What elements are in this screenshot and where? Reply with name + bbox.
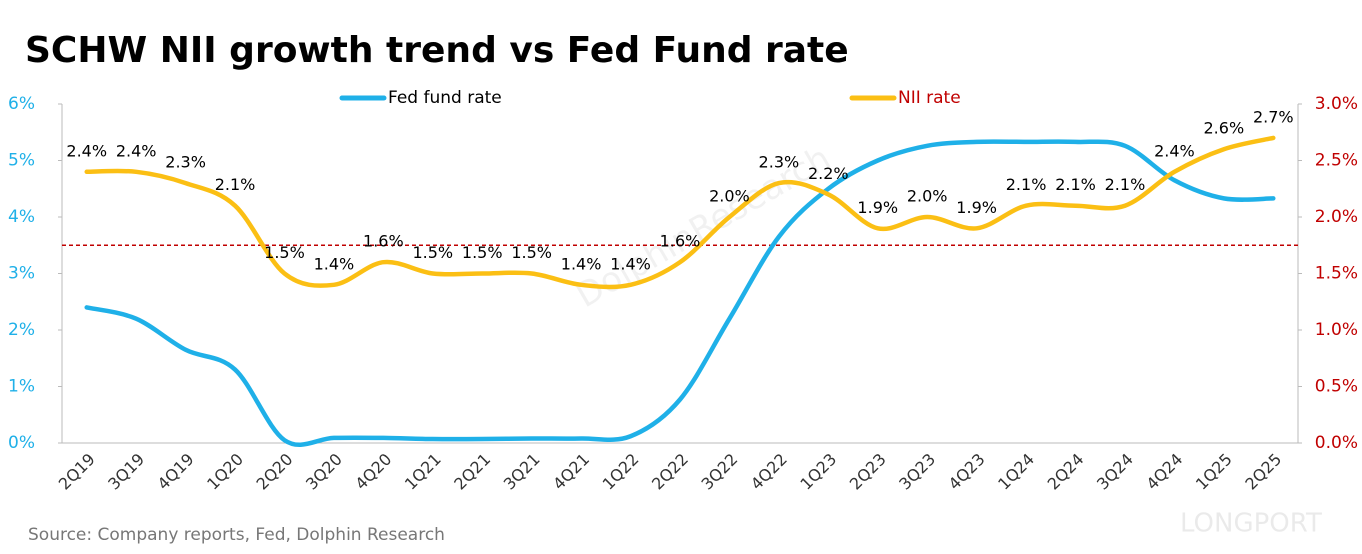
data-label: 1.9%	[857, 198, 898, 217]
data-label: 1.5%	[511, 243, 552, 262]
x-tick-label: 4Q19	[154, 450, 198, 494]
data-label: 2.4%	[66, 141, 107, 160]
y2-tick-label: 1.5%	[1315, 264, 1358, 284]
x-tick-label: 2Q20	[253, 450, 297, 494]
x-tick-label: 4Q23	[945, 450, 989, 494]
data-label: 2.6%	[1204, 119, 1245, 138]
data-label: 2.4%	[116, 141, 157, 160]
x-tick-label: 1Q22	[599, 450, 643, 494]
x-tick-label: 1Q20	[203, 450, 247, 494]
chart-title: SCHW NII growth trend vs Fed Fund rate	[25, 30, 849, 71]
data-label: 2.7%	[1253, 107, 1294, 126]
x-tick-label: 3Q23	[895, 450, 939, 494]
y2-tick-label: 3.0%	[1315, 94, 1358, 114]
data-label: 1.6%	[660, 232, 701, 251]
x-tick-label: 3Q22	[698, 450, 742, 494]
data-label: 1.4%	[610, 254, 651, 273]
data-label: 2.1%	[215, 175, 256, 194]
x-tick-label: 1Q21	[401, 450, 445, 494]
x-tick-label: 4Q22	[747, 450, 791, 494]
y-tick-label: 3%	[8, 264, 35, 284]
data-label: 1.4%	[314, 254, 355, 273]
legend-label: NII rate	[898, 88, 961, 108]
y2-tick-label: 1.0%	[1315, 320, 1358, 340]
y-tick-label: 0%	[8, 433, 35, 453]
series-line	[84, 135, 1276, 290]
data-label: 1.9%	[956, 198, 997, 217]
x-tick-label: 3Q20	[302, 450, 346, 494]
x-tick-label: 4Q21	[549, 450, 593, 494]
x-tick-label: 2Q21	[450, 450, 494, 494]
y-tick-label: 5%	[8, 151, 35, 171]
data-label: 2.1%	[1105, 175, 1146, 194]
y-tick-label: 2%	[8, 320, 35, 340]
y-tick-label: 6%	[8, 94, 35, 114]
x-tick-label: 4Q24	[1142, 450, 1186, 494]
data-label: 2.4%	[1154, 141, 1195, 160]
x-tick-label: 2Q24	[1044, 450, 1088, 494]
x-tick-label: 3Q24	[1093, 450, 1137, 494]
source-note: Source: Company reports, Fed, Dolphin Re…	[28, 525, 445, 545]
x-tick-label: 3Q21	[500, 450, 544, 494]
x-tick-label: 2Q19	[55, 450, 99, 494]
x-tick-label: 2Q23	[846, 450, 890, 494]
y2-tick-label: 0.0%	[1315, 433, 1358, 453]
y2-tick-label: 2.5%	[1315, 151, 1358, 171]
data-label: 2.1%	[1055, 175, 1096, 194]
data-label: 1.5%	[264, 243, 305, 262]
y-tick-label: 1%	[8, 377, 35, 397]
data-label: 1.6%	[363, 232, 404, 251]
y2-tick-label: 2.0%	[1315, 207, 1358, 227]
data-label: 1.5%	[462, 243, 503, 262]
data-label: 1.4%	[561, 254, 602, 273]
x-tick-label: 1Q23	[796, 450, 840, 494]
x-tick-label: 2Q25	[1241, 450, 1285, 494]
x-tick-label: 1Q24	[994, 450, 1038, 494]
data-label: 2.1%	[1006, 175, 1047, 194]
data-label: 1.5%	[412, 243, 453, 262]
x-tick-label: 4Q20	[351, 450, 395, 494]
y2-tick-label: 0.5%	[1315, 377, 1358, 397]
x-tick-label: 3Q19	[104, 450, 148, 494]
series-line	[84, 139, 1276, 447]
data-label: 2.3%	[165, 153, 206, 172]
y-tick-label: 4%	[8, 207, 35, 227]
x-tick-label: 1Q25	[1192, 450, 1236, 494]
data-label: 2.0%	[907, 187, 948, 206]
legend-label: Fed fund rate	[388, 88, 502, 108]
x-tick-label: 2Q22	[648, 450, 692, 494]
watermark: LONGPORT	[1180, 509, 1322, 539]
data-label: 2.2%	[808, 164, 849, 183]
data-label: 2.3%	[759, 153, 800, 172]
data-label: 2.0%	[709, 187, 750, 206]
